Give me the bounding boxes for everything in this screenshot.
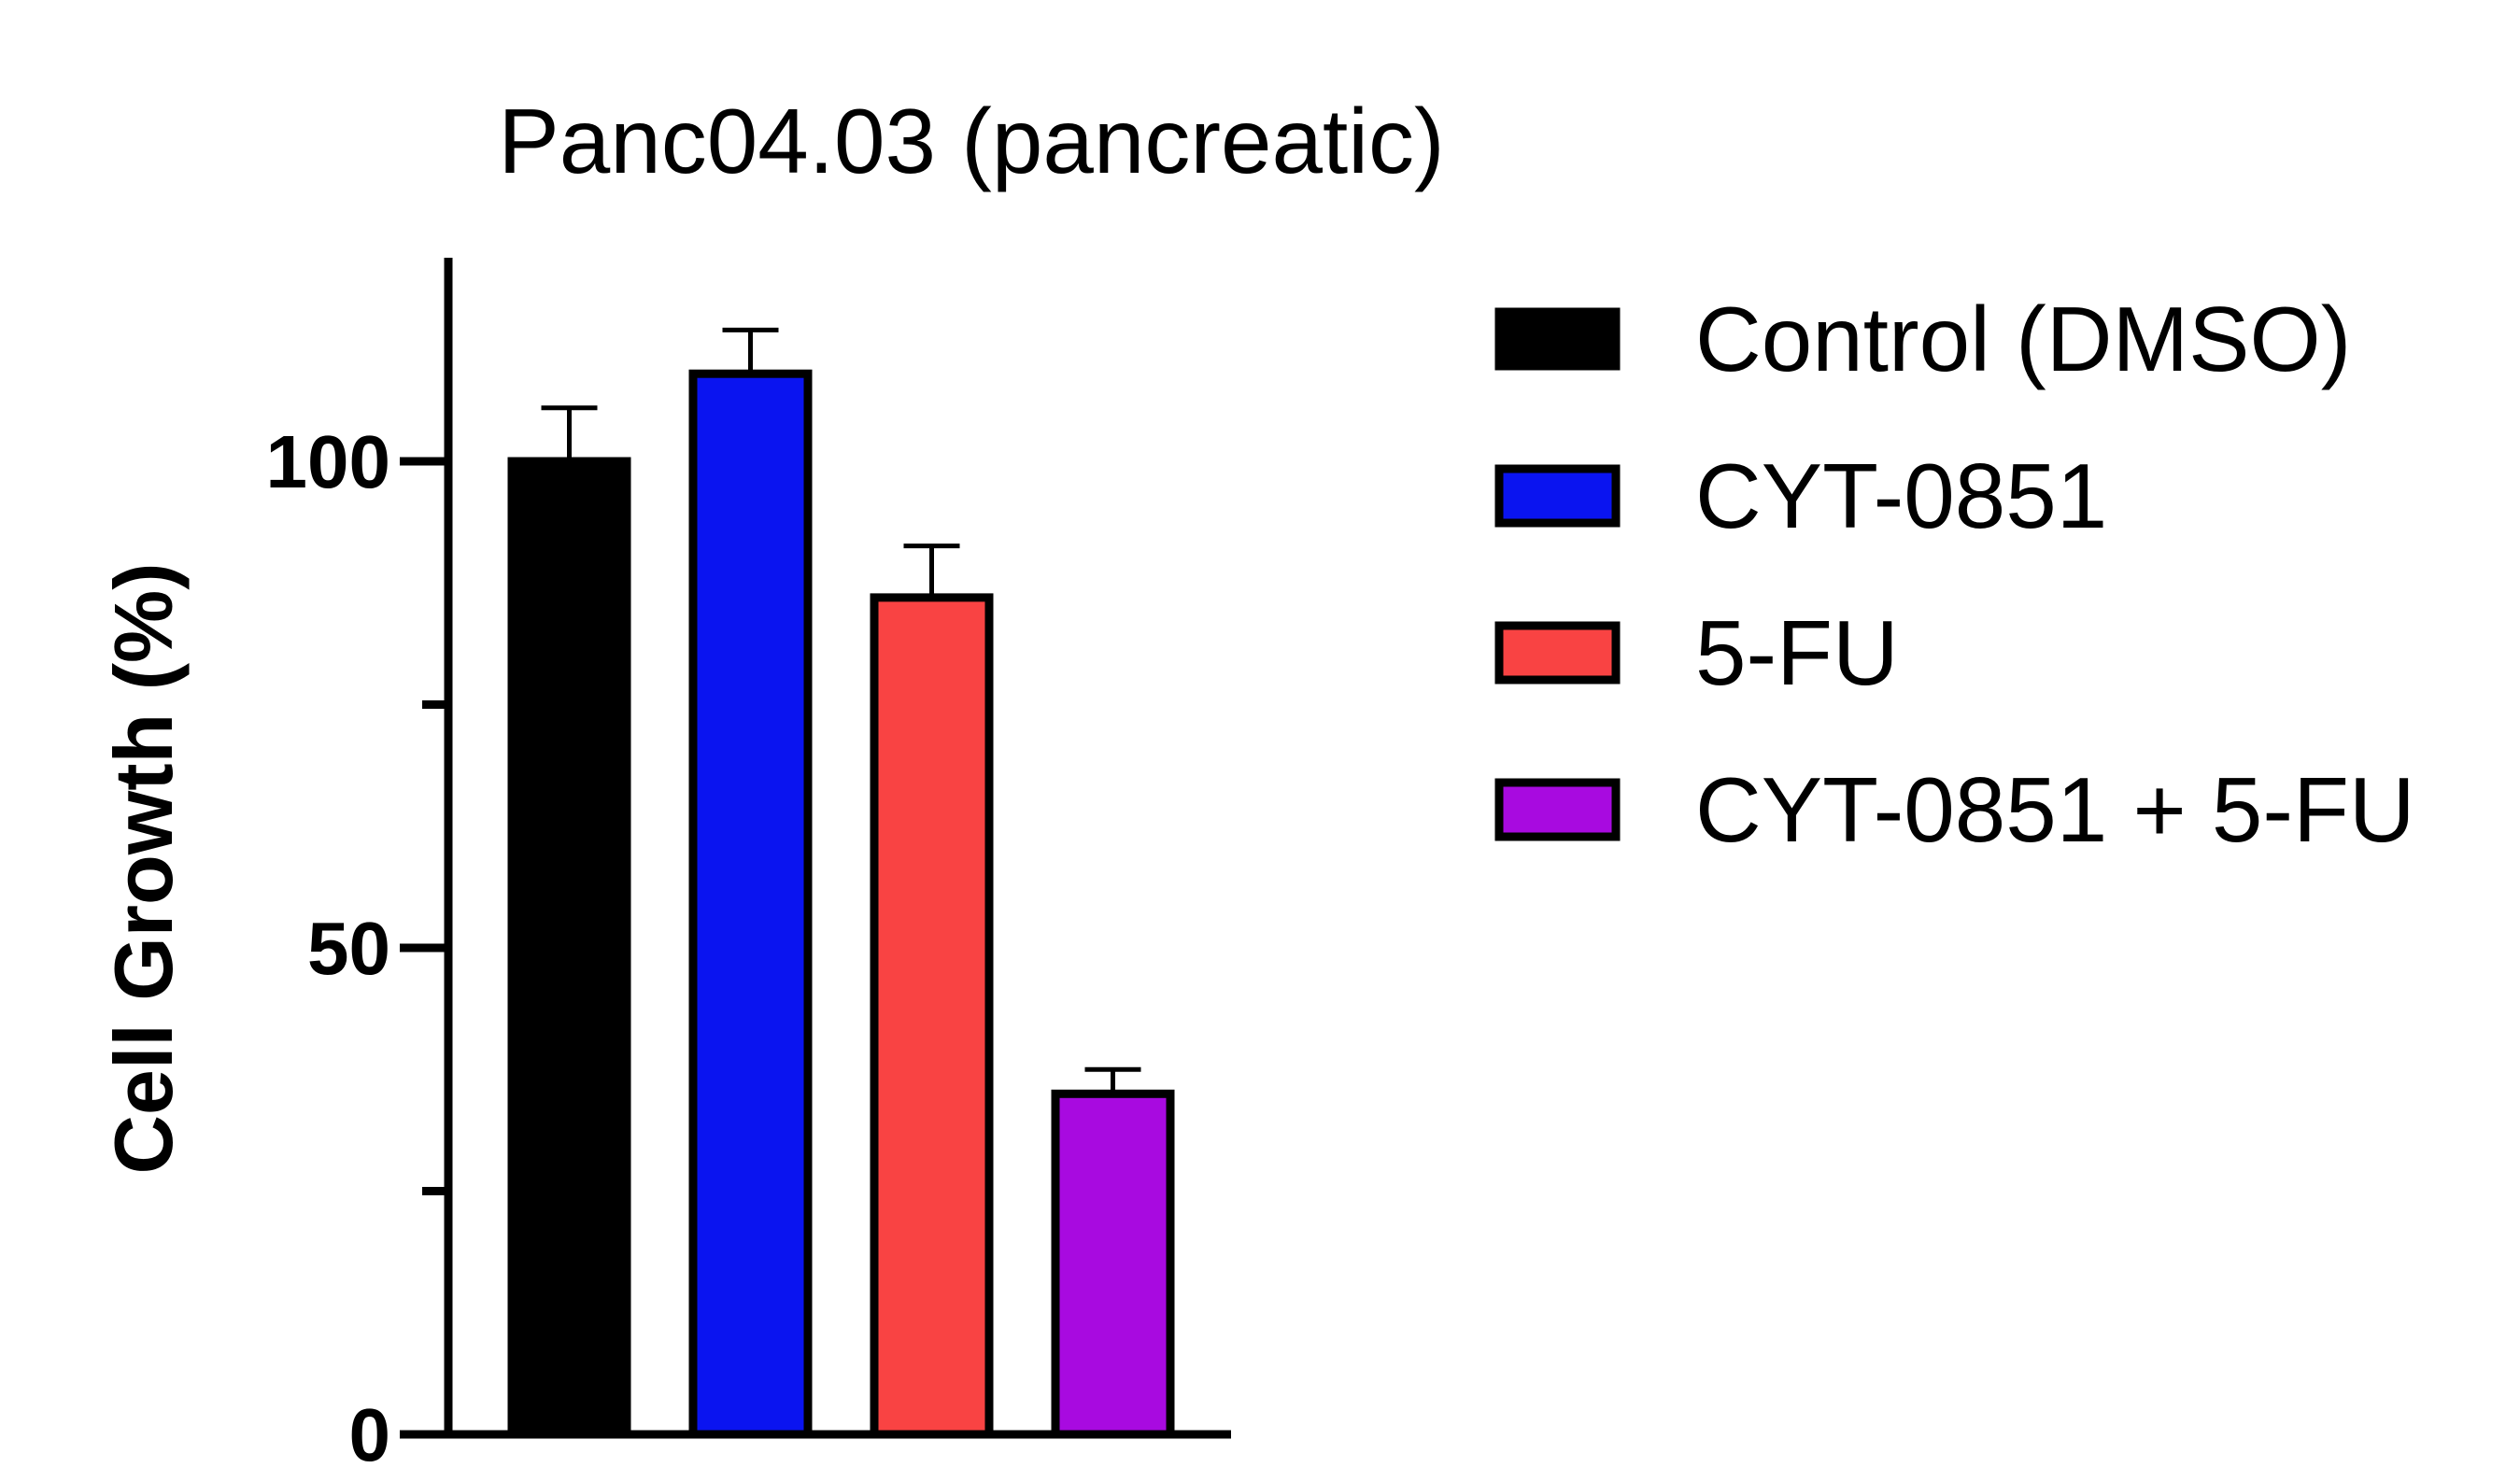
legend: Control (DMSO) CYT-0851 5-FU CYT-0851 + 5-F…	[1494, 288, 2415, 861]
bar-2	[688, 369, 813, 1439]
legend-label-3: 5-FU	[1695, 601, 1899, 704]
legend-swatch-2	[1494, 464, 1621, 528]
legend-label-1: Control (DMSO)	[1695, 288, 2351, 390]
bars-group	[507, 369, 1175, 1439]
legend-swatch-1	[1494, 307, 1621, 371]
bar-1	[507, 457, 631, 1439]
legend-label-4: CYT-0851 + 5-FU	[1695, 758, 2415, 861]
axes-group: 0 50 100	[266, 258, 1231, 1476]
chart-title: Panc04.03 (pancreatic)	[498, 90, 1444, 192]
y-tick-label-0: 0	[349, 1393, 391, 1476]
y-tick-label-50: 50	[307, 907, 390, 990]
bar-4	[1051, 1089, 1175, 1439]
error-bars-group	[541, 327, 1141, 1094]
y-tick-label-100: 100	[266, 420, 390, 503]
legend-label-2: CYT-0851	[1695, 445, 2107, 547]
y-axis-label: Cell Growth (%)	[97, 562, 190, 1174]
bar-3	[870, 593, 994, 1439]
legend-swatch-4	[1494, 778, 1621, 841]
legend-swatch-3	[1494, 621, 1621, 685]
